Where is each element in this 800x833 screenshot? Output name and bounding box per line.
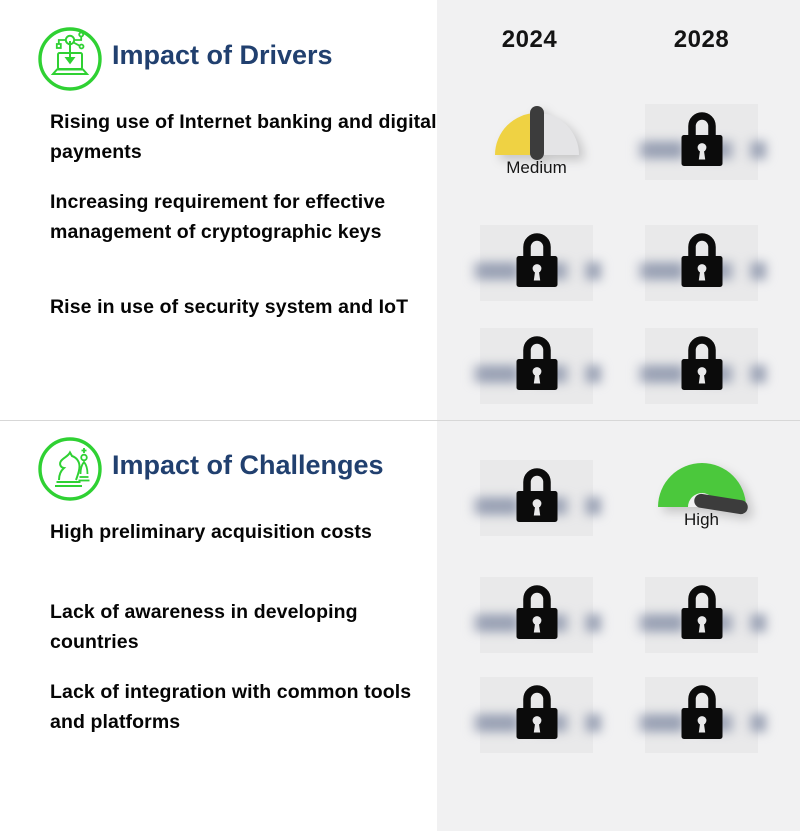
driver-item: Rising use of Internet banking and digit… [50,111,437,163]
locked-cell[interactable] [635,328,768,404]
padlock-icon [516,335,557,390]
padlock-icon [516,584,557,639]
gauge-high-challenges-2028: High [645,455,758,530]
challenge-item: High preliminary acquisition costs [50,521,372,543]
column-header-2028: 2028 [673,26,730,53]
gauge-level-label: High [684,510,719,529]
locked-cell[interactable] [470,677,603,753]
padlock-icon [516,467,557,522]
challenge-item: Lack of awareness in developing countrie… [50,601,358,653]
gauge-arc [494,106,579,160]
gauge-medium-drivers-2024: Medium [480,103,593,178]
driver-item: Increasing requirement for effective man… [50,191,386,243]
padlock-icon [681,335,722,390]
locked-cell[interactable] [470,328,603,404]
column-header-2024: 2024 [501,26,558,53]
padlock-icon [681,684,722,739]
locked-cell[interactable] [635,677,768,753]
gauge-arc [657,463,749,516]
padlock-icon [681,584,722,639]
locked-cell[interactable] [470,460,603,536]
locked-cell[interactable] [635,225,768,301]
locked-cell[interactable] [635,104,768,180]
locked-cell[interactable] [470,225,603,301]
locked-cell[interactable] [470,577,603,653]
locked-cell[interactable] [635,577,768,653]
padlock-icon [681,232,722,287]
padlock-icon [516,232,557,287]
challenge-item: Lack of integration with common tools an… [50,681,412,733]
padlock-icon [681,111,722,166]
chess-pieces-icon [37,436,103,502]
computer-circuit-icon [37,26,103,92]
driver-item: Rise in use of security system and IoT [50,296,409,318]
padlock-icon [516,684,557,739]
gauge-level-label: Medium [506,158,567,177]
section-divider [0,420,800,421]
challenges-section-title: Impact of Challenges [112,450,384,480]
gauge-needle [529,106,544,160]
drivers-section-title: Impact of Drivers [112,40,333,70]
